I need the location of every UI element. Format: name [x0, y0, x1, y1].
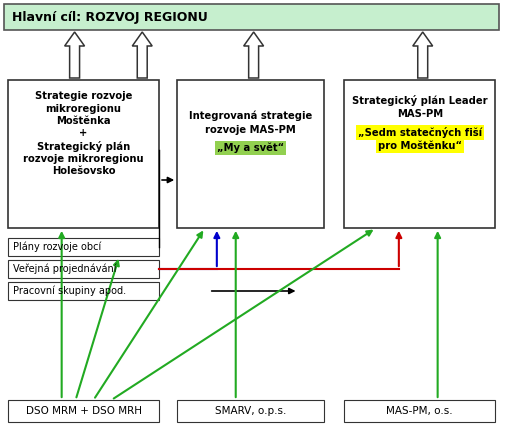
Bar [177, 80, 324, 228]
Bar [8, 238, 159, 256]
Text: „Sedm statečných fiší: „Sedm statečných fiší [357, 127, 481, 137]
Text: MAS-PM: MAS-PM [396, 109, 442, 119]
Text: Veřejná projednávání: Veřejná projednávání [13, 264, 116, 274]
Text: Strategický plán Leader: Strategický plán Leader [351, 95, 487, 106]
Text: rozvoje mikroregionu: rozvoje mikroregionu [23, 153, 143, 164]
Polygon shape [132, 32, 152, 78]
Bar [8, 400, 159, 422]
Bar [343, 400, 494, 422]
Bar [8, 282, 159, 300]
Bar [177, 400, 324, 422]
Text: „My a svět“: „My a svět“ [217, 143, 284, 153]
Text: DSO MRM + DSO MRH: DSO MRM + DSO MRH [25, 406, 141, 416]
Text: mikroregionu: mikroregionu [45, 103, 121, 113]
Polygon shape [65, 32, 84, 78]
Text: Plány rozvoje obcí: Plány rozvoje obcí [13, 242, 101, 252]
Text: Strategický plán: Strategický plán [37, 140, 130, 152]
Text: Pracovní skupiny apod.: Pracovní skupiny apod. [13, 286, 126, 296]
Text: Hlavní cíl: ROZVOJ REGIONU: Hlavní cíl: ROZVOJ REGIONU [12, 11, 207, 24]
Text: Strategie rozvoje: Strategie rozvoje [35, 91, 132, 101]
Text: +: + [79, 128, 87, 139]
Bar [343, 80, 494, 228]
Bar [8, 260, 159, 278]
Text: MAS-PM, o.s.: MAS-PM, o.s. [386, 406, 452, 416]
Polygon shape [243, 32, 263, 78]
Text: Moštěnka: Moštěnka [56, 116, 111, 126]
Polygon shape [412, 32, 432, 78]
Text: pro Moštěnku“: pro Moštěnku“ [377, 141, 461, 151]
Text: Holešovsko: Holešovsko [52, 166, 115, 176]
Bar [8, 80, 159, 228]
Text: Integrovaná strategie: Integrovaná strategie [189, 111, 312, 121]
Text: rozvoje MAS-PM: rozvoje MAS-PM [205, 125, 295, 135]
Text: SMARV, o.p.s.: SMARV, o.p.s. [215, 406, 286, 416]
Bar [4, 4, 498, 30]
